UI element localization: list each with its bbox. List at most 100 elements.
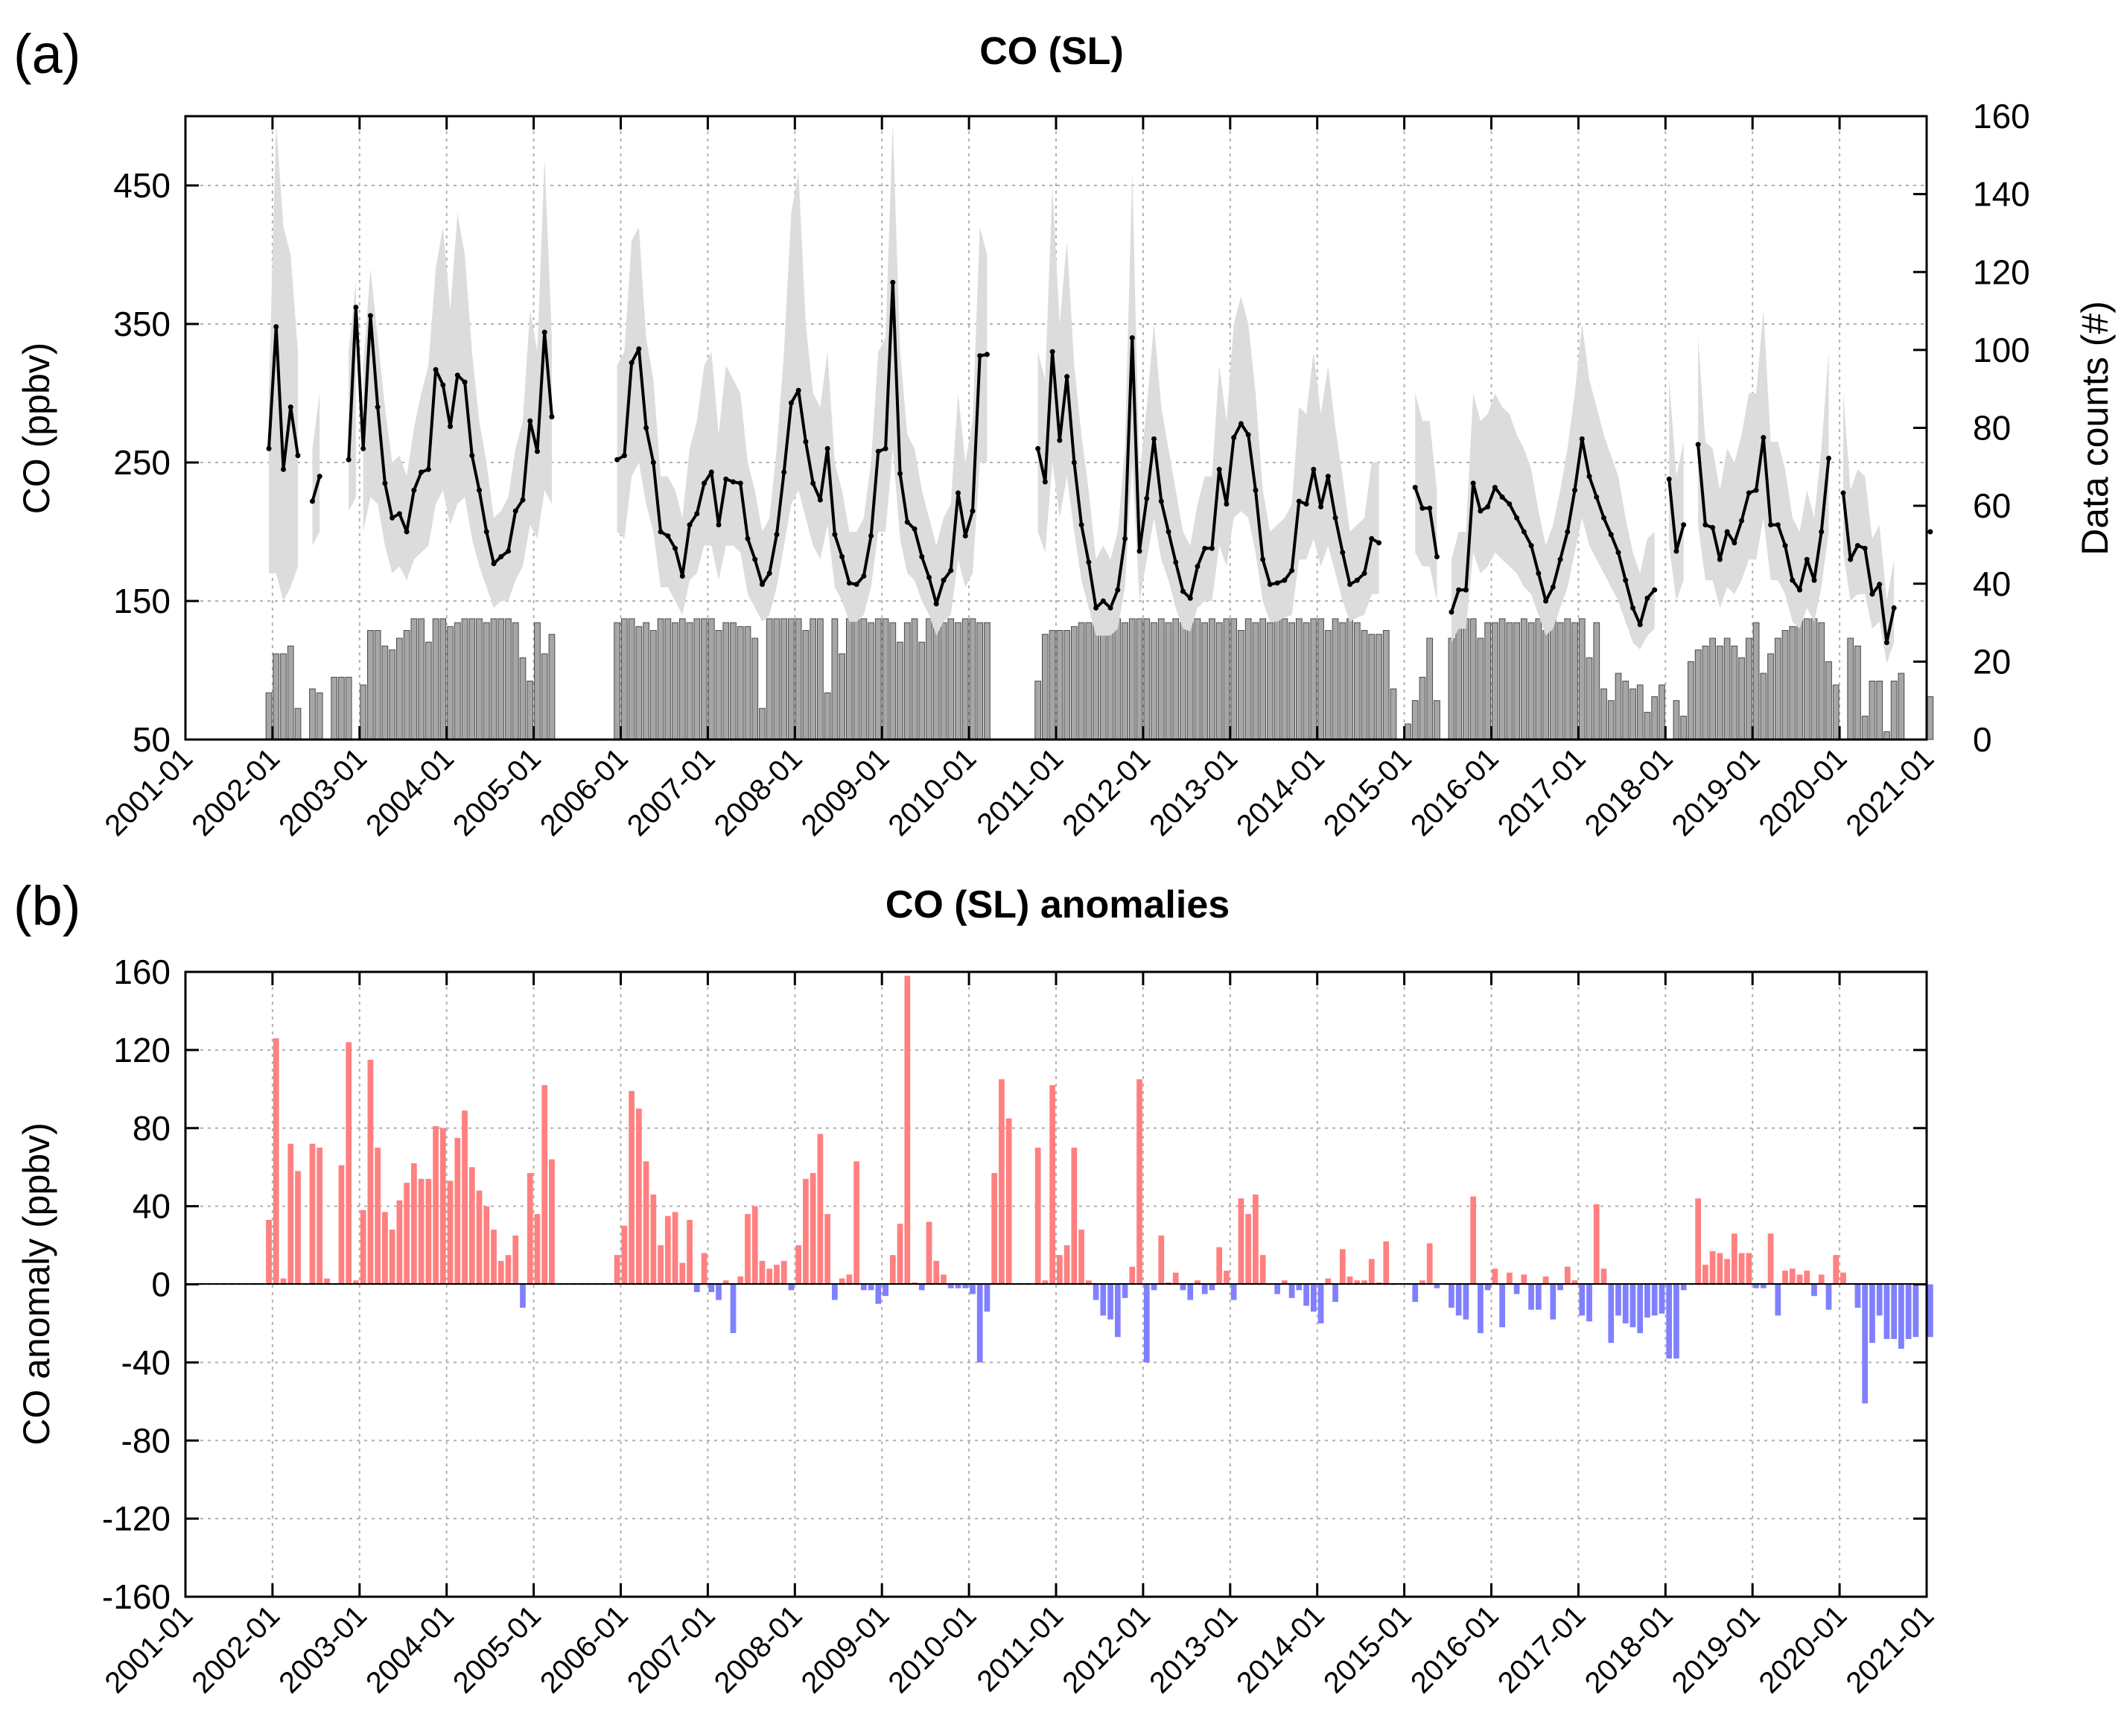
anomaly-bar-2017-01 <box>1579 1284 1586 1316</box>
anomaly-bar-2005-03 <box>549 1159 555 1285</box>
anomaly-bar-2003-09 <box>418 1178 425 1285</box>
anomaly-bar-2002-04 <box>295 1171 301 1285</box>
mean-line-segment-5 <box>1414 486 1439 557</box>
anomaly-bar-2016-10 <box>1557 1284 1563 1291</box>
mean-point-2013-11 <box>1303 501 1309 507</box>
anomaly-bar-2009-09 <box>941 1274 947 1285</box>
count-bar-2004-12 <box>527 681 534 740</box>
mean-point-2012-12 <box>1224 501 1230 507</box>
panel-b-ytick-label-120: 120 <box>113 1031 171 1069</box>
count-bar-2008-02 <box>802 630 810 740</box>
count-bar-2014-07 <box>1361 630 1368 740</box>
count-bar-2016-03 <box>1506 622 1513 740</box>
mean-point-2013-01 <box>1231 435 1237 441</box>
count-bar-2007-03 <box>722 622 730 740</box>
count-bar-2002-02 <box>280 653 287 740</box>
count-bar-2001-12 <box>265 692 273 740</box>
count-bar-2007-10 <box>773 618 780 740</box>
count-bar-2005-03 <box>548 634 556 740</box>
mean-point-2012-07 <box>1187 595 1193 601</box>
mean-point-2006-07 <box>665 533 671 539</box>
mean-point-2009-03 <box>897 471 903 477</box>
count-bar-2014-01 <box>1317 618 1324 740</box>
anomaly-bar-2007-03 <box>722 1280 729 1285</box>
mean-point-2014-03 <box>1332 515 1338 521</box>
count-bar-2011-11 <box>1128 618 1136 740</box>
count-bar-2015-09 <box>1463 618 1469 740</box>
count-bar-2011-03 <box>1070 626 1078 740</box>
anomaly-bar-2017-08 <box>1629 1284 1636 1328</box>
count-bar-2009-11 <box>955 622 961 740</box>
anomaly-bar-2012-11 <box>1216 1247 1223 1285</box>
mean-point-2009-09 <box>941 577 947 583</box>
count-bar-2015-08 <box>1455 626 1463 740</box>
band-segment-5 <box>1037 171 1379 636</box>
mean-point-2019-11 <box>1825 455 1831 461</box>
anomaly-bar-2017-04 <box>1600 1268 1607 1285</box>
mean-point-2015-12 <box>1485 504 1491 510</box>
count-bar-2007-06 <box>744 626 751 740</box>
count-bar-2018-06 <box>1702 645 1709 740</box>
mean-point-2011-12 <box>1136 548 1142 554</box>
panel-a-right-axis-ticks: 0 20 40 60 80 100 120 140 160 <box>1913 97 2030 759</box>
count-bar-2003-03 <box>374 630 381 740</box>
panel-b-ytick-label-0: 0 <box>151 1265 171 1304</box>
anomaly-bar-2010-12 <box>1049 1085 1055 1285</box>
count-bar-2006-05 <box>649 630 657 740</box>
anomaly-bar-2013-04 <box>1253 1194 1259 1285</box>
count-bar-2018-03 <box>1680 716 1688 740</box>
anomaly-bar-2020-07 <box>1883 1284 1890 1339</box>
count-bar-2002-03 <box>287 645 294 740</box>
mean-point-2020-05 <box>1869 591 1875 597</box>
mean-point-2013-07 <box>1274 580 1280 586</box>
count-bar-2004-07 <box>490 618 497 740</box>
count-bar-2004-11 <box>519 657 527 740</box>
mean-point-2002-01 <box>273 324 279 330</box>
mean-point-2017-03 <box>1594 495 1600 500</box>
anomaly-bar-2002-10 <box>338 1165 345 1285</box>
count-bar-2003-07 <box>403 630 410 740</box>
count-bar-2009-05 <box>911 618 918 740</box>
anomaly-bar-2006-02 <box>629 1090 635 1285</box>
mean-point-2007-04 <box>730 479 736 485</box>
count-bar-2018-04 <box>1688 661 1694 740</box>
count-bar-2013-05 <box>1259 618 1267 740</box>
count-bar-2006-04 <box>643 622 649 740</box>
mean-point-2004-02 <box>454 372 460 378</box>
anomaly-bar-2007-11 <box>780 1261 787 1285</box>
panel-a-co-timeseries: (a) CO (SL) 50 150 250 350 450 0 20 40 60 80 100 1… <box>13 23 2116 842</box>
mean-point-2016-06 <box>1528 543 1534 549</box>
anomaly-bar-2015-08 <box>1455 1284 1462 1316</box>
count-bar-2012-02 <box>1151 622 1157 740</box>
mean-point-2019-06 <box>1790 577 1796 583</box>
anomaly-bar-2007-08 <box>759 1261 766 1285</box>
mean-point-2002-06 <box>309 498 315 504</box>
count-bar-2008-11 <box>868 622 874 740</box>
anomaly-bar-2017-06 <box>1615 1284 1621 1316</box>
mean-point-2007-10 <box>774 532 780 538</box>
count-bar-2017-11 <box>1651 696 1659 740</box>
count-bar-2003-10 <box>425 641 432 740</box>
count-bar-2006-01 <box>621 618 628 740</box>
anomaly-bar-2012-10 <box>1209 1284 1215 1291</box>
mean-point-2008-09 <box>853 582 859 588</box>
panel-a-y2tick-label-120: 120 <box>1973 252 2030 291</box>
count-bar-2002-11 <box>345 676 352 740</box>
mean-point-2003-10 <box>425 466 431 472</box>
mean-point-2014-05 <box>1347 582 1353 588</box>
anomaly-bar-2012-08 <box>1195 1280 1201 1285</box>
anomaly-bar-2007-12 <box>788 1284 795 1291</box>
mean-point-2019-05 <box>1782 543 1788 549</box>
anomaly-bar-2009-04 <box>904 976 911 1285</box>
count-bar-2013-02 <box>1238 630 1244 740</box>
mean-point-2007-03 <box>723 476 729 482</box>
mean-point-2014-04 <box>1340 550 1346 556</box>
count-bar-2008-10 <box>860 618 868 740</box>
anomaly-bar-2006-03 <box>635 1108 642 1285</box>
anomaly-bar-2009-06 <box>918 1284 925 1291</box>
mean-point-2013-06 <box>1267 582 1273 588</box>
mean-point-2012-03 <box>1158 498 1164 504</box>
mean-point-2007-09 <box>766 570 772 576</box>
anomaly-bar-2008-08 <box>846 1274 853 1285</box>
count-bar-2003-12 <box>439 618 447 740</box>
